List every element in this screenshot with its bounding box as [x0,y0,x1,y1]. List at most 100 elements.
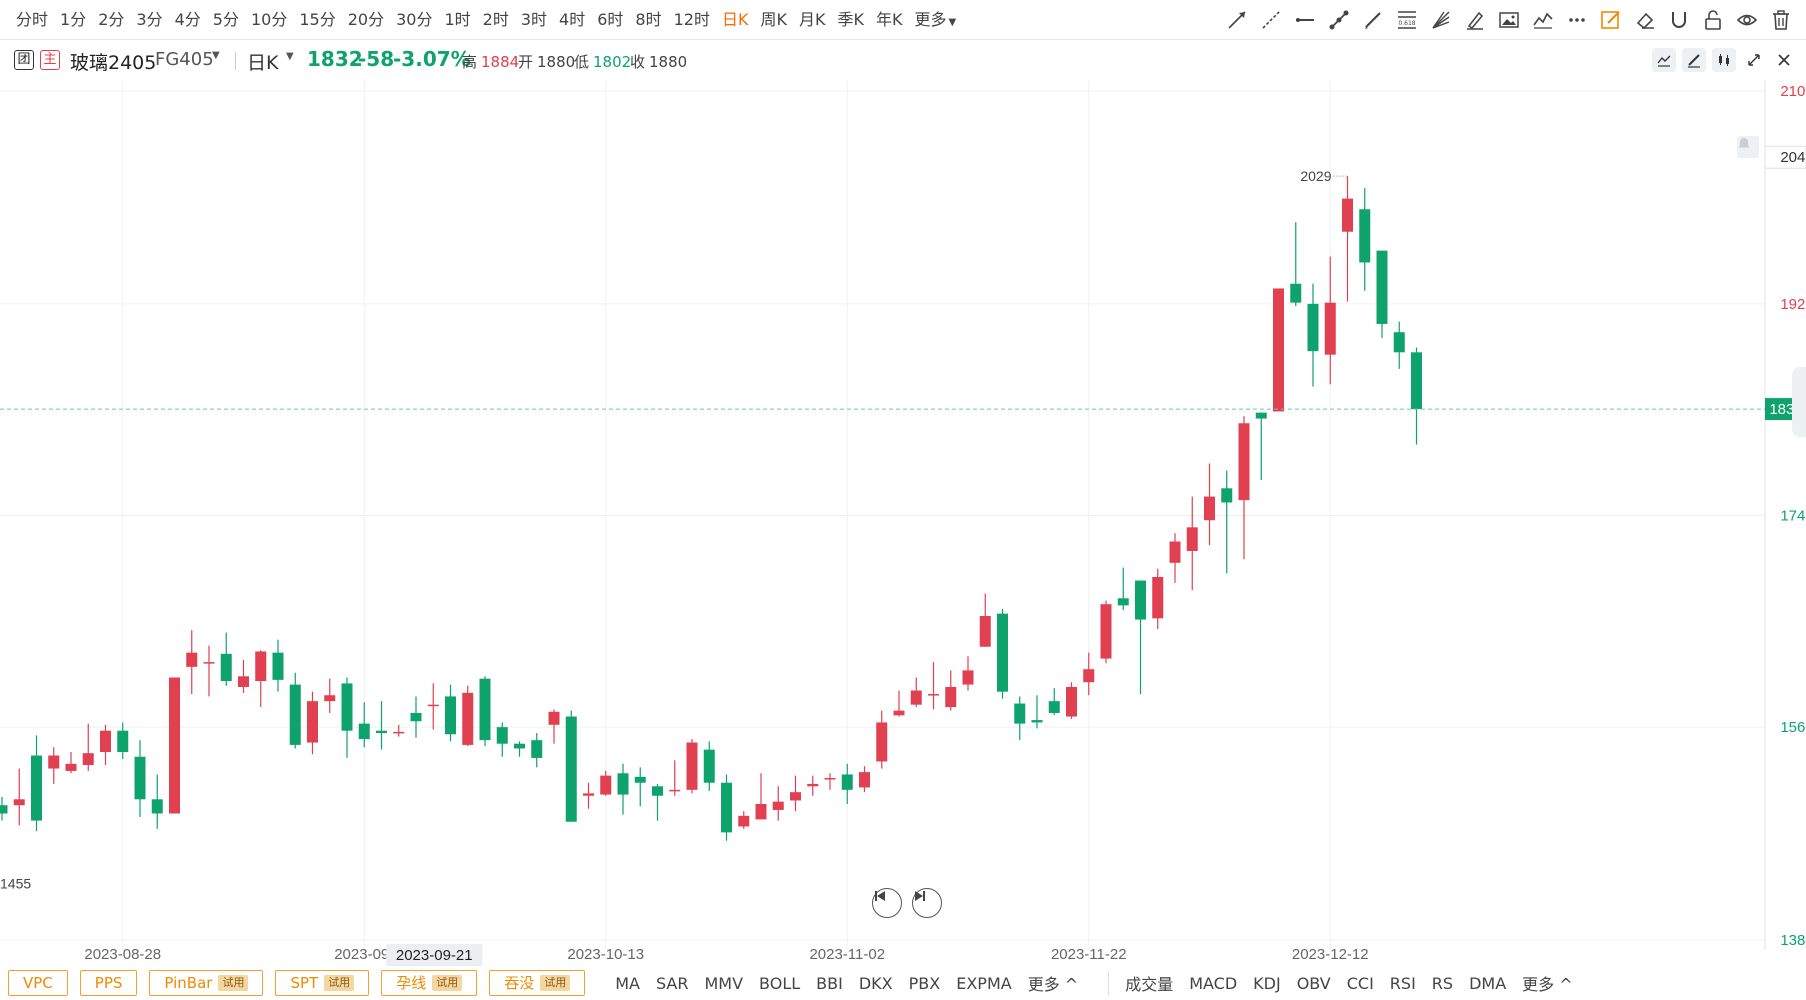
indicator-toggle-icon[interactable] [1652,48,1676,72]
pen-icon[interactable] [1356,0,1390,40]
candle-body [1238,423,1250,501]
period-tab[interactable]: 10分 [245,0,293,40]
brush-icon[interactable] [1458,0,1492,40]
main-contract-tag[interactable]: 主 [40,50,60,70]
expand-icon[interactable] [1742,48,1766,72]
price-alert-button[interactable] [1737,136,1759,158]
image-icon[interactable] [1492,0,1526,40]
period-tab[interactable]: 2时 [477,0,515,40]
eraser-icon[interactable] [1628,0,1662,40]
sub-indicator-link[interactable]: KDJ [1253,973,1281,993]
close-value: 收 1880 [630,51,687,72]
candle-style-icon[interactable] [1712,48,1736,72]
main-indicator-link[interactable]: EXPMA [956,973,1012,993]
segment-icon[interactable] [1322,0,1356,40]
sub-indicator-link[interactable]: RSI [1389,973,1416,993]
period-tab[interactable]: 3分 [130,0,168,40]
main-indicator-link[interactable]: 更多 ^ [1027,975,1079,994]
indicator-chip[interactable]: 吞没 试用 [489,970,586,996]
period-tab[interactable]: 季K [831,0,870,40]
period-tab[interactable]: 20分 [342,0,390,40]
period-tab-label: 15分 [299,10,336,29]
indicator-chip[interactable]: 孕线 试用 [381,970,478,996]
period-tab[interactable]: 月K [793,0,832,40]
period-tab[interactable]: 更多 ▼ [908,0,962,40]
symbol-code[interactable]: FG405 [155,49,214,70]
period-tab[interactable]: 12时 [668,0,716,40]
candle-body [203,662,215,664]
period-tab[interactable]: 分时 [10,0,54,40]
trash-icon[interactable] [1764,0,1798,40]
indicator-chip[interactable]: VPC [8,970,68,996]
period-tab[interactable]: 30分 [390,0,438,40]
step-forward-button[interactable] [912,888,942,918]
sub-indicator-link[interactable]: 更多 ^ [1522,975,1573,994]
candle-body [48,755,60,769]
period-tab[interactable]: 15分 [293,0,341,40]
main-indicator-link[interactable]: MA [615,973,640,993]
wave-icon[interactable] [1526,0,1560,40]
indicator-chip[interactable]: PinBar 试用 [149,970,264,996]
sub-indicator-link[interactable]: DMA [1469,973,1507,993]
candle-body [427,704,439,707]
ray-line-icon[interactable] [1220,0,1254,40]
edit-icon[interactable] [1594,0,1628,40]
sub-indicator-link[interactable]: OBV [1296,973,1331,993]
main-indicator-link[interactable]: BOLL [759,973,801,993]
chevron-down-icon[interactable]: ▼ [212,50,220,61]
candle-body [686,742,698,790]
candle-body [1014,703,1026,724]
period-tab[interactable]: 年K [870,0,909,40]
magnet-icon[interactable] [1662,0,1696,40]
more-dots-icon[interactable] [1560,0,1594,40]
main-indicator-link[interactable]: MMV [704,973,744,993]
sub-indicator-link[interactable]: CCI [1346,973,1374,993]
dashed-line-icon[interactable] [1254,0,1288,40]
step-back-button[interactable] [872,888,902,918]
candle-body [272,652,284,680]
sub-indicator-link[interactable]: MACD [1189,973,1238,993]
candle-body [583,793,594,796]
period-tab[interactable]: 4分 [169,0,207,40]
candle-body [1221,488,1233,503]
candle-body [100,730,111,752]
main-indicator-link[interactable]: BBI [816,973,843,993]
period-tab[interactable]: 4时 [553,0,591,40]
period-tab[interactable]: 日K [716,0,755,40]
open-value: 开 1880 [518,51,575,72]
eye-icon[interactable] [1730,0,1764,40]
chevron-down-icon[interactable]: ▼ [286,51,294,62]
panel-scroll-handle[interactable] [1792,367,1806,437]
main-indicator-link[interactable]: DKX [858,973,893,993]
divider [235,52,236,70]
indicator-chip[interactable]: SPT 试用 [275,970,370,996]
horizontal-line-icon[interactable] [1288,0,1322,40]
lock-icon[interactable] [1696,0,1730,40]
period-tab[interactable]: 5分 [207,0,245,40]
period-tab[interactable]: 周K [754,0,793,40]
period-tab[interactable]: 6时 [591,0,629,40]
period-selector[interactable]: 日K [247,52,279,74]
period-tab[interactable]: 1时 [438,0,476,40]
main-indicator-link[interactable]: SAR [655,973,689,993]
sub-indicator-link[interactable]: RS [1431,973,1454,993]
fibonacci-icon[interactable]: 0.618 [1390,0,1424,40]
draw-toggle-icon[interactable] [1682,48,1706,72]
candle-body [1186,527,1198,551]
price-tick-label: 1563 [1780,719,1806,736]
close-icon[interactable] [1772,48,1796,72]
indicator-chip[interactable]: PPS [79,970,138,996]
main-indicator-link[interactable]: PBX [908,973,941,993]
sub-indicator-link[interactable]: 成交量 [1125,975,1174,994]
symbol-name[interactable]: 玻璃2405 [70,52,157,74]
fan-icon[interactable] [1424,0,1458,40]
bell-icon [1739,138,1749,148]
group-tag[interactable]: 团 [14,50,34,70]
period-tab[interactable]: 8时 [629,0,667,40]
period-tab[interactable]: 2分 [92,0,130,40]
period-tab[interactable]: 3时 [515,0,553,40]
period-tab[interactable]: 1分 [54,0,92,40]
trial-badge: 试用 [218,975,249,991]
